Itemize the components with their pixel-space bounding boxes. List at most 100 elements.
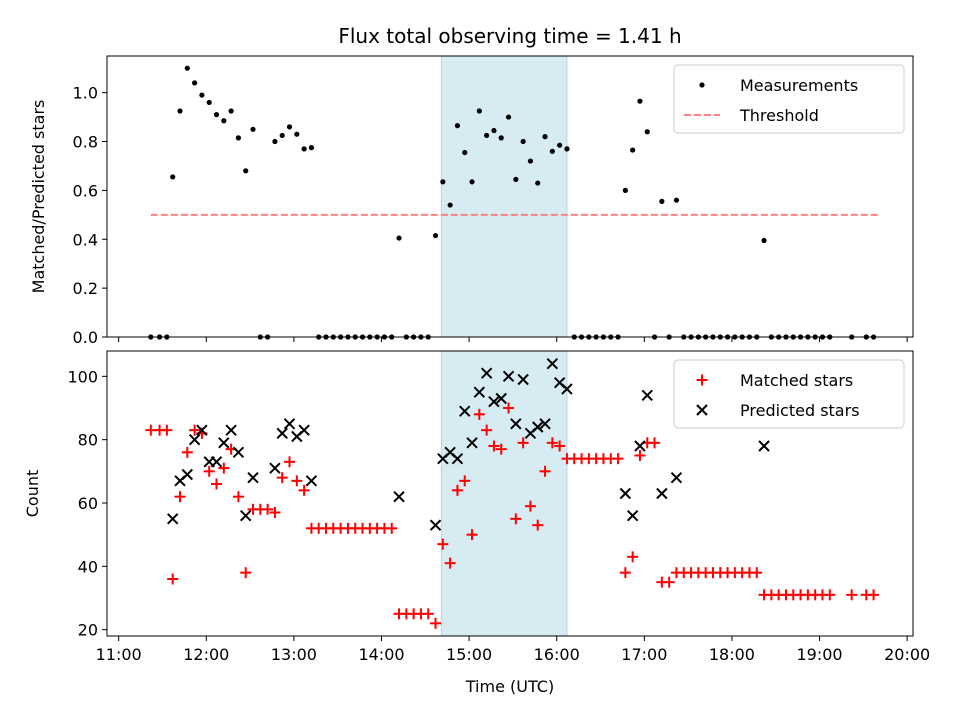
- predicted-star-marker: [305, 475, 318, 487]
- matched-star-marker: [466, 529, 478, 541]
- matched-star-marker: [481, 424, 493, 436]
- predicted-star-marker: [480, 367, 493, 379]
- matched-star-marker: [627, 551, 639, 563]
- measurement-point: [462, 149, 468, 156]
- predicted-star-marker: [218, 437, 230, 449]
- matched-star-marker: [451, 484, 463, 496]
- predicted-star-marker: [517, 373, 529, 386]
- predicted-star-marker: [758, 440, 770, 452]
- measurement-point: [177, 108, 183, 114]
- highlight-interval-bottom: [440, 350, 568, 637]
- bottom-legend: Matched stars Predicted stars: [673, 359, 905, 429]
- bottom-panel-marks: [145, 357, 880, 629]
- measurement-point: [469, 179, 475, 185]
- predicted-star-marker: [641, 389, 653, 402]
- predicted-star-marker: [269, 462, 281, 474]
- matched-star-marker: [488, 440, 500, 452]
- y-tick-label: 0.0: [73, 328, 98, 347]
- measurement-point: [272, 138, 278, 145]
- measurement-point: [520, 138, 526, 145]
- predicted-star-marker: [510, 418, 522, 430]
- bottom-x-ticks: 11:00 12:00 13:00 14:00 15:00 16:00 17:00 18:00…: [96, 636, 930, 664]
- measurement-point: [761, 237, 767, 244]
- measurement-point: [250, 126, 256, 132]
- matched-star-marker: [276, 472, 288, 484]
- matched-star-marker: [619, 567, 631, 579]
- legend-label: Predicted stars: [740, 401, 860, 420]
- x-tick-label: 20:00: [884, 645, 930, 664]
- matched-star-marker: [846, 589, 858, 601]
- matched-star-marker: [437, 538, 449, 550]
- measurement-point: [221, 118, 227, 124]
- predicted-star-marker: [196, 424, 208, 436]
- measurement-point: [213, 112, 220, 118]
- matched-star-marker: [495, 443, 507, 455]
- measurement-point: [498, 135, 504, 141]
- measurement-point: [630, 147, 636, 153]
- matched-star-marker: [649, 437, 661, 449]
- measurement-point: [659, 198, 665, 204]
- measurement-point: [505, 114, 512, 120]
- measurement-point: [673, 197, 680, 203]
- y-tick-label: 0.4: [73, 230, 98, 249]
- matched-star-marker: [868, 589, 880, 601]
- predicted-star-marker: [283, 418, 296, 430]
- legend-marker-predicted: [696, 404, 708, 416]
- predicted-star-marker: [225, 424, 237, 436]
- x-tick-label: 14:00: [358, 645, 404, 664]
- predicted-star-marker: [393, 490, 405, 503]
- predicted-star-marker: [232, 446, 245, 459]
- measurement-point: [286, 124, 293, 130]
- matched-star-marker: [663, 576, 675, 588]
- x-tick-label: 11:00: [96, 645, 142, 664]
- predicted-star-marker: [166, 513, 179, 525]
- measurement-point: [557, 142, 563, 148]
- x-tick-label: 17:00: [621, 645, 667, 664]
- top-panel-frame: [106, 55, 914, 338]
- predicted-star-marker: [539, 418, 551, 430]
- matched-star-marker: [473, 408, 485, 420]
- x-tick-label: 19:00: [796, 645, 842, 664]
- matched-star-marker: [751, 567, 763, 579]
- y-tick-label: 0.6: [73, 181, 98, 200]
- measurement-point: [484, 132, 490, 139]
- measurement-point: [564, 146, 570, 152]
- measurement-point: [476, 108, 482, 114]
- measurement-point: [432, 232, 439, 239]
- predicted-star-marker: [561, 383, 573, 395]
- predicted-star-marker: [532, 421, 544, 433]
- predicted-star-marker: [210, 456, 223, 468]
- matched-star-marker: [539, 465, 551, 477]
- matched-star-marker: [444, 557, 456, 569]
- matched-star-marker: [459, 475, 471, 487]
- measurement-point: [535, 180, 541, 186]
- legend-label: Threshold: [739, 106, 819, 125]
- predicted-star-marker: [502, 370, 515, 383]
- measurement-point: [243, 168, 249, 174]
- matched-star-marker: [824, 589, 836, 601]
- predicted-star-marker: [634, 440, 646, 452]
- predicted-star-marker: [429, 519, 442, 531]
- top-x-ticks: [118, 337, 908, 342]
- matched-star-marker: [503, 402, 515, 414]
- measurement-point: [513, 176, 519, 182]
- chart-title: Flux total observing time = 1.41 h: [338, 24, 681, 48]
- matched-star-marker: [232, 491, 244, 503]
- matched-star-marker: [240, 567, 252, 579]
- bottom-panel-frame: [106, 350, 914, 637]
- x-axis-label: Time (UTC): [465, 677, 554, 696]
- matched-star-marker: [517, 437, 529, 449]
- x-tick-label: 16:00: [534, 645, 580, 664]
- measurement-point: [440, 179, 446, 185]
- measurement-point: [637, 98, 643, 104]
- legend-box: [673, 64, 905, 134]
- predicted-star-marker: [546, 357, 559, 370]
- legend-marker-measurements: [699, 82, 705, 88]
- x-tick-label: 13:00: [271, 645, 317, 664]
- matched-star-marker: [524, 500, 536, 512]
- matched-star-marker: [634, 450, 646, 461]
- y-tick-label: 100: [67, 367, 98, 386]
- measurement-point: [184, 65, 190, 71]
- matched-star-marker: [269, 507, 281, 518]
- predicted-star-marker: [626, 509, 639, 522]
